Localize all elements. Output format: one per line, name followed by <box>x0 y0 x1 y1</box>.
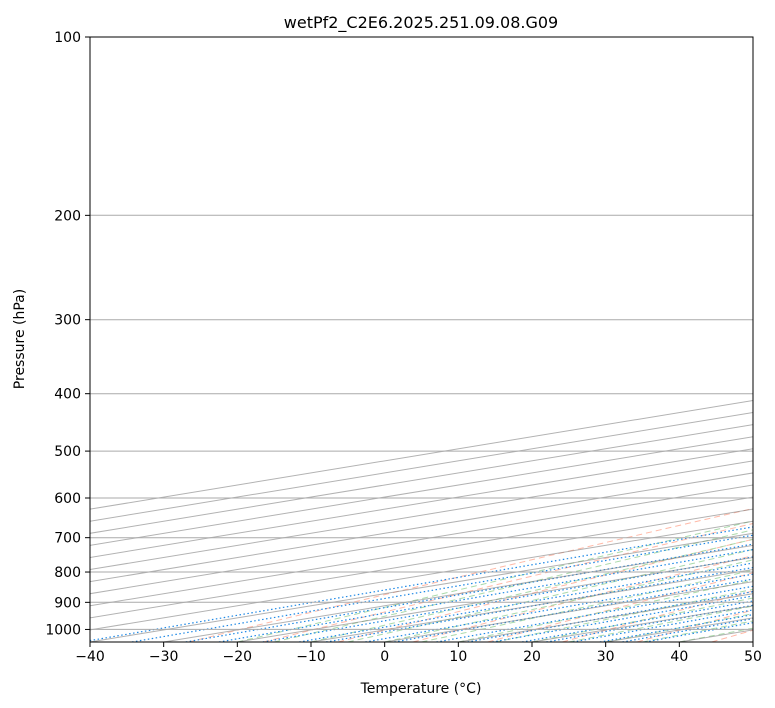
x-tick-label: 50 <box>744 649 762 665</box>
isotherm-line <box>605 617 753 642</box>
moist-adiabat <box>531 597 753 642</box>
isotherm-line <box>163 544 753 642</box>
dry-adiabat <box>487 572 753 642</box>
x-tick-label: 30 <box>597 649 615 665</box>
isotherm-line <box>237 556 753 642</box>
moist-adiabat <box>310 538 753 642</box>
moist-adiabat <box>384 559 753 642</box>
isotherm-line <box>90 424 753 534</box>
x-tick-label: 40 <box>670 649 688 665</box>
dry-adiabat <box>263 523 753 642</box>
y-tick-label: 800 <box>54 565 81 581</box>
moist-adiabat <box>495 588 753 642</box>
x-tick-label: 0 <box>380 649 389 665</box>
y-tick-label: 900 <box>54 595 81 611</box>
isotherm-line <box>90 436 753 546</box>
plot-frame <box>89 36 754 643</box>
y-tick-label: 200 <box>54 208 81 224</box>
isotherm-line <box>90 520 753 631</box>
dry-adiabat <box>338 538 753 642</box>
isotherm-line <box>90 532 753 642</box>
moist-adiabat <box>274 529 753 642</box>
y-tick-label: 300 <box>54 313 81 329</box>
isotherm-line <box>679 629 753 642</box>
y-tick-label: 1000 <box>45 622 81 638</box>
moist-adiabat <box>347 548 753 642</box>
mixing-ratio-line <box>365 573 753 642</box>
y-axis-label: Pressure (hPa) <box>12 289 28 389</box>
isotherm-line <box>90 412 753 522</box>
x-tick-label: −20 <box>223 649 253 665</box>
moist-adiabat <box>642 620 753 642</box>
mixing-ratio-line <box>90 526 753 642</box>
dry-adiabat <box>562 590 753 642</box>
isotherm-line <box>90 496 753 607</box>
mixing-ratio-line <box>325 566 753 642</box>
isotherm-line <box>310 569 753 642</box>
moist-adiabat <box>458 579 753 642</box>
isotherm-line <box>90 508 753 619</box>
moist-adiabat <box>679 627 753 642</box>
y-tick-label: 500 <box>54 444 81 460</box>
x-tick-label: −10 <box>296 649 326 665</box>
moist-adiabat <box>237 520 753 642</box>
chart-title: wetPf2_C2E6.2025.251.09.08.G09 <box>284 13 558 33</box>
x-tick-label: −40 <box>75 649 105 665</box>
x-tick-label: −30 <box>149 649 179 665</box>
mixing-ratio-line <box>299 562 753 642</box>
isotherm-line <box>752 641 753 642</box>
x-tick-label: 20 <box>523 649 541 665</box>
moist-adiabat <box>605 613 753 642</box>
background-lines <box>90 507 753 642</box>
y-tick-label: 600 <box>54 491 81 507</box>
isotherm-line <box>90 460 753 571</box>
grid-lines <box>90 37 753 642</box>
dry-adiabat <box>412 555 753 642</box>
y-tick-label: 400 <box>54 387 81 403</box>
y-tick-label: 700 <box>54 531 81 547</box>
isotherm-line <box>90 484 753 595</box>
isotherm-line <box>90 448 753 558</box>
y-tick-label: 100 <box>54 30 81 46</box>
moist-adiabat <box>421 569 753 642</box>
x-axis-label: Temperature (°C) <box>360 681 482 697</box>
x-tick-label: 10 <box>449 649 467 665</box>
isotherm-line <box>90 472 753 583</box>
axis-ticks: −40 −30 −20 −10 0 10 20 30 40 50 100 200 300 400 500 60… <box>45 30 762 665</box>
isotherm-line <box>90 399 753 510</box>
isotherm-line <box>458 593 753 642</box>
